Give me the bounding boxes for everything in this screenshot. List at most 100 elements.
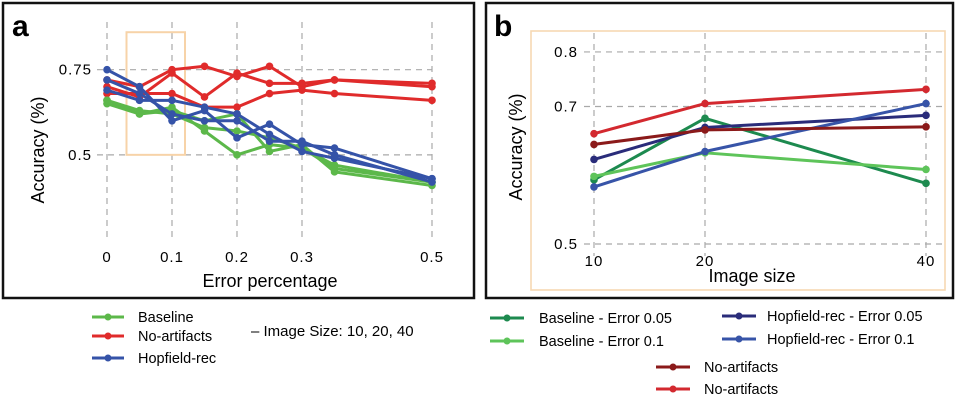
data-point: [428, 96, 436, 105]
data-point: [200, 116, 209, 125]
data-point: [135, 106, 144, 115]
y-tick-label: 0.5: [554, 236, 578, 253]
legend-a: Baseline No-artifacts Hopfield-rec – Ima…: [92, 310, 414, 367]
data-point: [922, 179, 930, 188]
data-point: [233, 116, 241, 125]
data-point: [233, 103, 241, 111]
data-point: [233, 69, 241, 77]
data-point: [103, 86, 111, 94]
data-point: [330, 144, 339, 152]
legend-b-label: No-artifacts: [704, 360, 778, 376]
data-point: [330, 168, 339, 176]
y-tick-label: 0.75: [59, 62, 92, 79]
data-point: [428, 178, 436, 186]
data-point: [298, 86, 306, 94]
data-point: [298, 79, 306, 88]
data-point: [265, 79, 274, 88]
legend-a-label: Baseline: [138, 310, 194, 326]
legend-a-label: No-artifacts: [138, 329, 212, 345]
y-tick-label: 0.8: [554, 44, 578, 61]
legend-b-label: Baseline - Error 0.1: [539, 334, 664, 350]
legend-a-item: No-artifacts: [92, 329, 212, 345]
legend-a-note: – Image Size: 10, 20, 40: [251, 323, 414, 340]
data-point: [200, 103, 209, 111]
data-point: [298, 137, 306, 146]
y-tick-label: 0.7: [554, 99, 578, 116]
data-point: [265, 62, 274, 71]
data-point: [168, 110, 176, 118]
data-point: [103, 65, 111, 74]
x-tick-label: 20: [696, 253, 715, 270]
data-point: [135, 89, 144, 98]
data-point: [330, 151, 339, 159]
legend-b-label: Hopfield-rec - Error 0.05: [767, 309, 923, 325]
legend-b-item: Baseline - Error 0.05: [490, 311, 672, 327]
data-point: [265, 89, 274, 98]
data-point: [701, 114, 709, 123]
data-point: [922, 99, 930, 108]
data-point: [922, 111, 930, 120]
data-point: [135, 82, 144, 91]
legend-b-label: No-artifacts: [704, 382, 778, 398]
x-tick-label: 0: [102, 249, 111, 266]
x-tick-label: 0.3: [290, 249, 314, 266]
data-point: [168, 69, 176, 77]
series-line: [593, 151, 927, 178]
x-tick-label: 0.5: [420, 249, 444, 266]
panel-b-xlabel: Image size: [708, 266, 795, 286]
data-point: [168, 89, 176, 98]
data-point: [233, 127, 241, 135]
data-point: [590, 129, 598, 138]
data-point: [590, 155, 598, 164]
legend-b-item: Hopfield-rec - Error 0.05: [722, 309, 923, 325]
data-point: [200, 93, 209, 101]
panel-b-ylabel: Accuracy (%): [506, 93, 526, 200]
legend-b: Baseline - Error 0.05 Hopfield-rec - Err…: [490, 309, 923, 398]
legend-b-item: Hopfield-rec - Error 0.1: [722, 332, 914, 348]
legend-a-label: Hopfield-rec: [138, 351, 216, 367]
panel-b-plot-border: [530, 30, 946, 291]
data-point: [330, 76, 339, 84]
panel-a-xlabel: Error percentage: [202, 271, 337, 291]
x-tick-label: 10: [585, 253, 604, 270]
data-point: [590, 183, 598, 191]
data-point: [168, 96, 176, 105]
data-point: [135, 96, 144, 105]
legend-b-label: Baseline - Error 0.05: [539, 311, 672, 327]
data-point: [265, 130, 274, 139]
data-point: [922, 123, 930, 131]
legend-a-item: Hopfield-rec: [92, 351, 216, 367]
panel-b-frame: [484, 1, 955, 300]
data-point: [200, 123, 209, 132]
legend-b-item: No-artifacts: [656, 360, 778, 376]
data-point: [428, 82, 436, 91]
legend-b-item: No-artifacts: [656, 382, 778, 398]
data-point: [330, 89, 339, 98]
panel-a-letter: a: [12, 10, 29, 43]
data-point: [168, 116, 176, 125]
data-point: [233, 151, 241, 159]
panel-a-ylabel: Accuracy (%): [28, 96, 48, 203]
x-tick-label: 0.1: [160, 249, 184, 266]
data-point: [701, 99, 709, 108]
data-point: [103, 96, 111, 105]
panel-a-frame: [1, 1, 476, 300]
data-point: [590, 172, 598, 181]
data-point: [701, 147, 709, 156]
legend-b-label: Hopfield-rec - Error 0.1: [767, 332, 914, 348]
data-point: [590, 140, 598, 149]
x-tick-label: 40: [917, 253, 936, 270]
data-point: [265, 137, 274, 146]
data-point: [922, 165, 930, 174]
panel-b-plot: 10 20 40 0.5 0.7 0.8: [554, 33, 942, 270]
data-point: [265, 120, 274, 128]
data-point: [922, 85, 930, 94]
data-point: [233, 110, 241, 118]
y-tick-label: 0.5: [68, 147, 92, 164]
data-point: [233, 134, 241, 142]
data-point: [103, 76, 111, 84]
data-point: [265, 147, 274, 156]
data-point: [200, 62, 209, 71]
data-point: [701, 126, 709, 134]
